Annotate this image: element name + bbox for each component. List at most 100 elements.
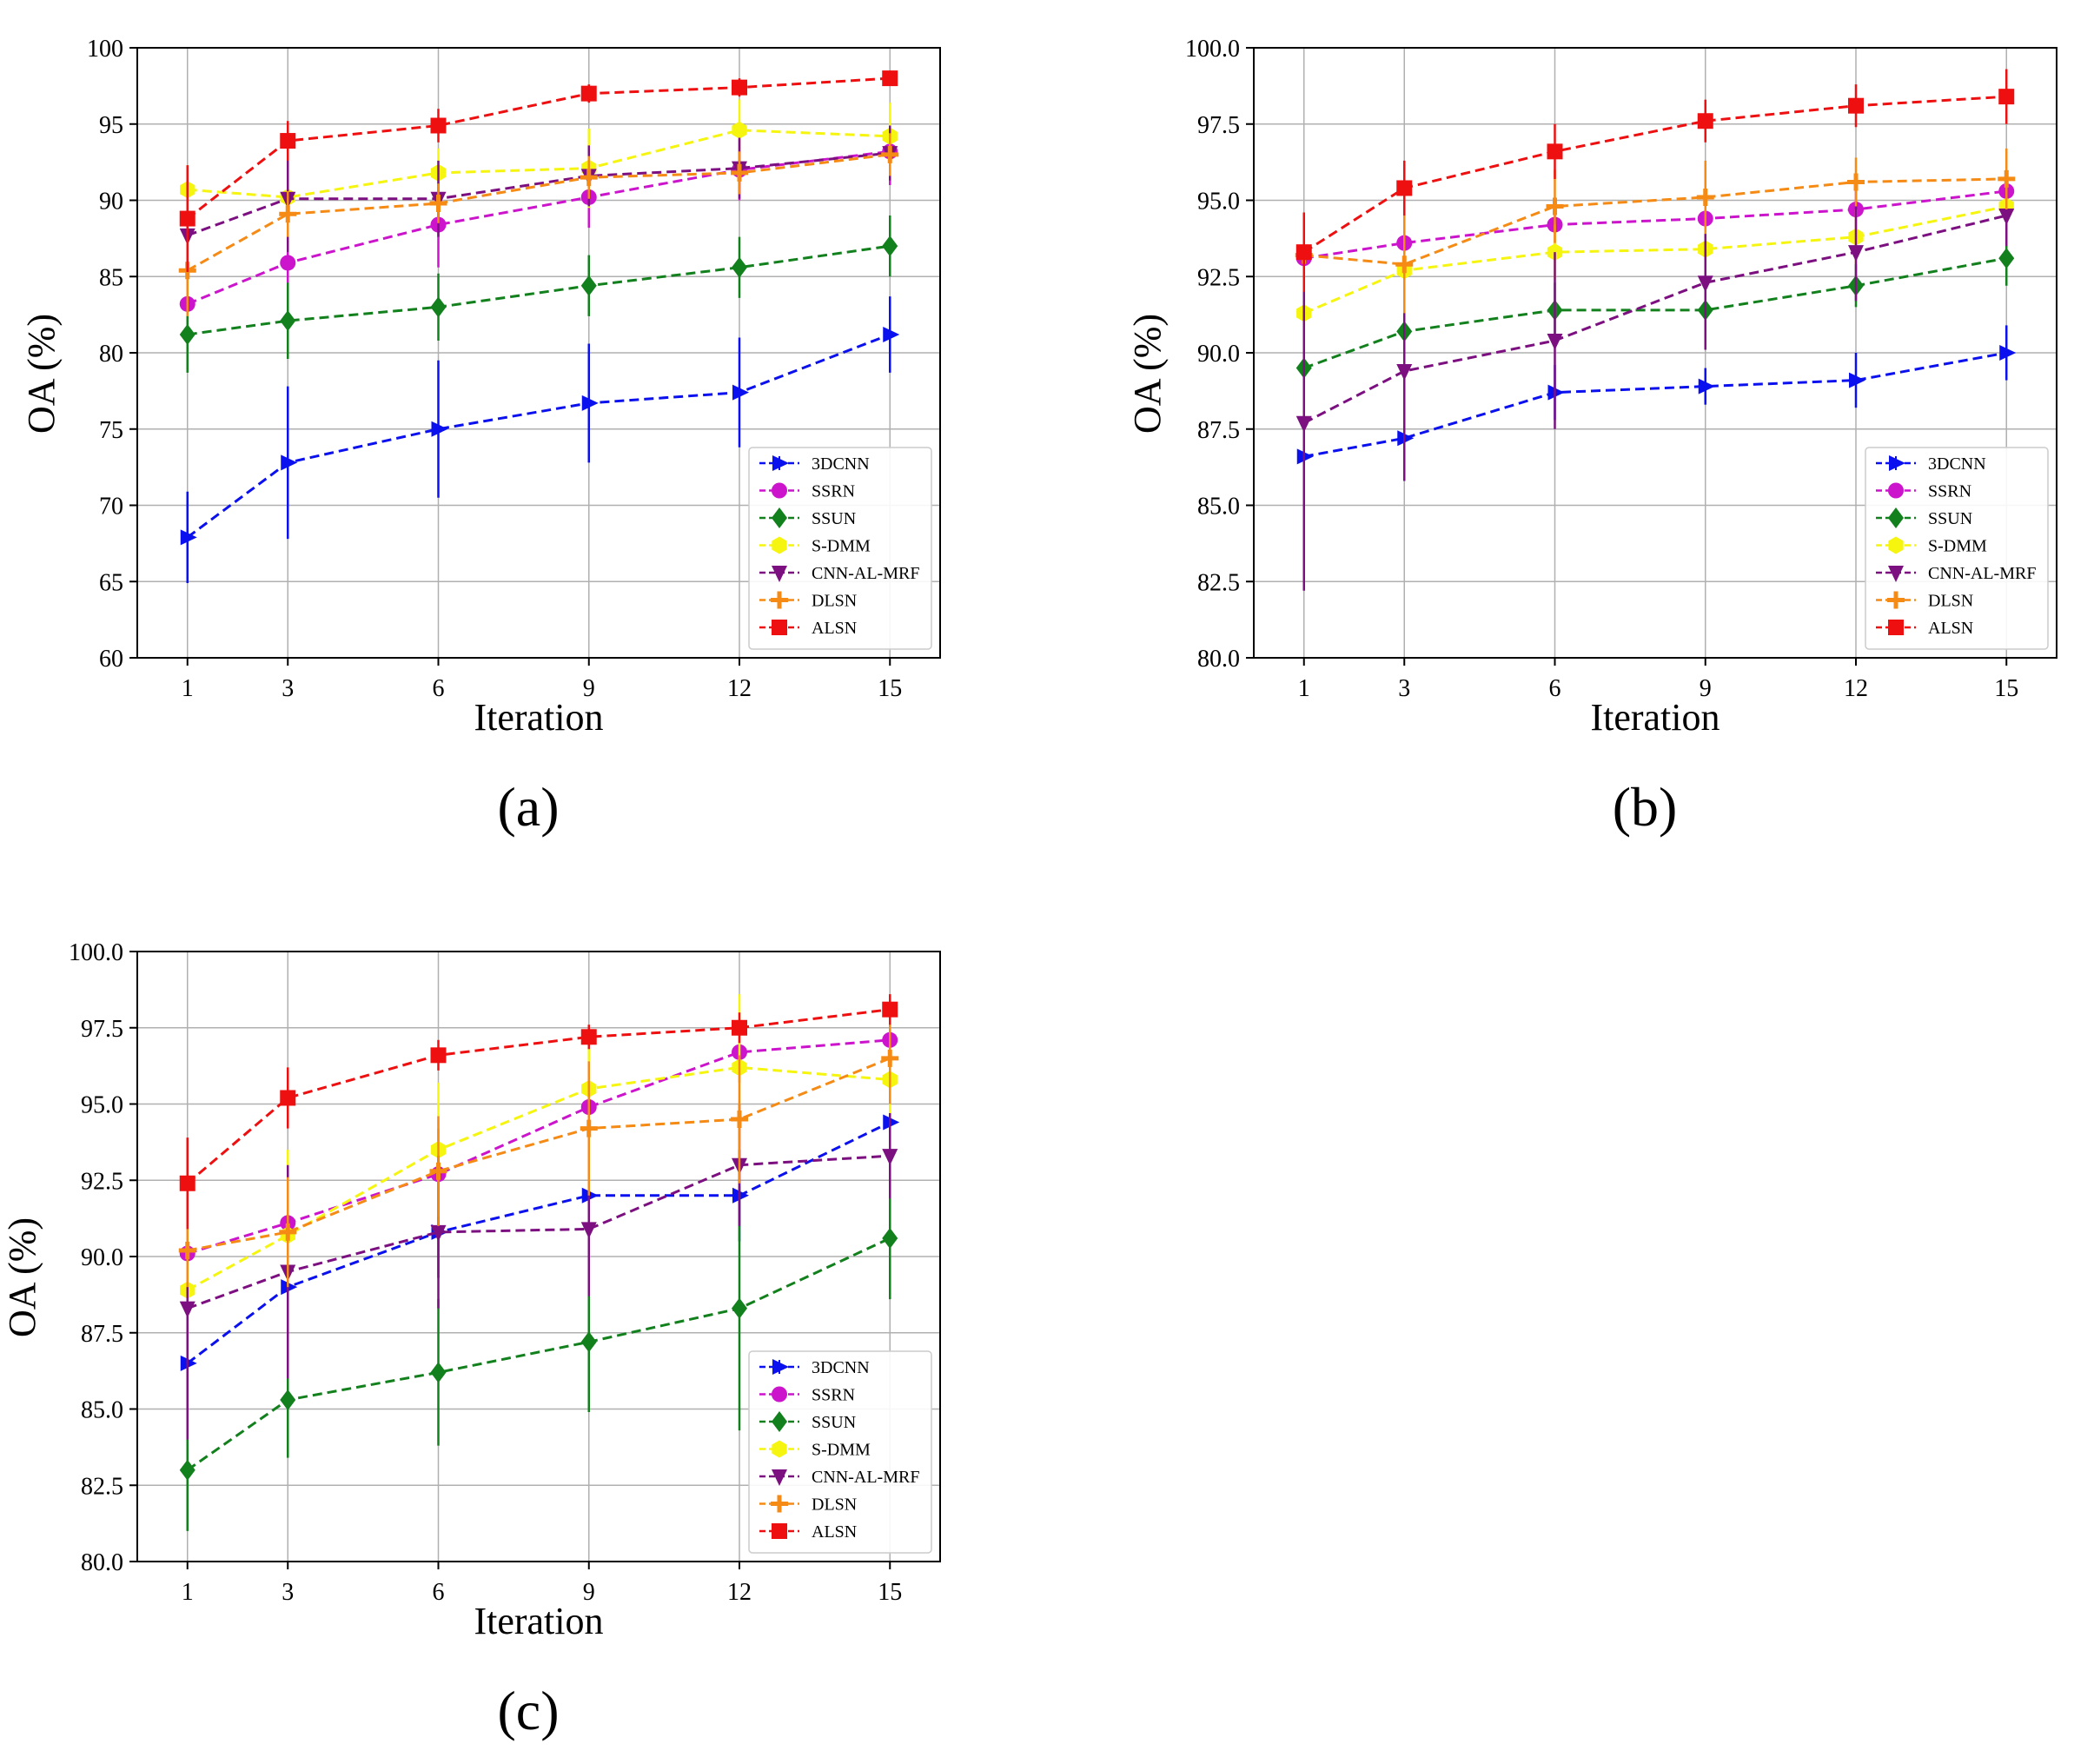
data-point [1697, 275, 1713, 293]
legend-marker [1888, 482, 1904, 499]
x-tick-label: 12 [727, 1579, 752, 1606]
legend-item-3dcnn: 3DCNN [1876, 454, 1986, 474]
y-tick-label: 80 [99, 341, 123, 368]
series-dlsn [178, 1012, 899, 1288]
y-tick-label: 95.0 [1197, 189, 1240, 216]
series-line [187, 129, 891, 199]
y-tick-label: 75 [99, 417, 123, 444]
y-tick-label: 87.5 [81, 1321, 123, 1348]
data-point [1698, 378, 1715, 395]
x-tick-label: 3 [1398, 675, 1410, 702]
legend-marker [1888, 566, 1904, 582]
data-point [1998, 169, 2016, 188]
legend-label: ALSN [812, 619, 857, 638]
data-point [180, 1355, 197, 1371]
data-point [1848, 97, 1864, 114]
legend-marker [1888, 536, 1904, 554]
data-point [179, 210, 195, 227]
series-alsn [179, 70, 898, 272]
panel-label-c: (c) [497, 1680, 559, 1741]
data-point [580, 1119, 598, 1137]
data-point [1999, 345, 2017, 361]
data-point [732, 384, 749, 401]
data-point [881, 145, 899, 163]
legend-label: CNN-AL-MRF [812, 1468, 919, 1487]
legend-item-ssrn: SSRN [1876, 482, 1971, 501]
data-point [179, 1459, 195, 1481]
legend-item-3dcnn: 3DCNN [759, 454, 870, 474]
data-point [429, 195, 447, 213]
data-point [580, 1222, 597, 1239]
y-axis-label: OA (%) [1126, 314, 1169, 434]
legend-item-s-dmm: S-DMM [759, 1440, 871, 1460]
y-tick-label: 92.5 [81, 1168, 123, 1195]
legend-item-ssrn: SSRN [759, 1386, 855, 1405]
legend-label: SSUN [812, 509, 856, 528]
data-point [882, 1001, 898, 1018]
y-tick-label: 82.5 [1197, 569, 1240, 596]
y-tick-label: 95 [99, 112, 123, 139]
y-tick-label: 100.0 [1185, 36, 1240, 63]
y-axis-label: OA (%) [1, 1217, 43, 1337]
data-point [731, 1111, 748, 1129]
data-point [281, 1279, 298, 1296]
legend-label: DLSN [812, 1495, 857, 1515]
x-tick-label: 9 [1700, 675, 1712, 702]
data-point [179, 1175, 195, 1191]
data-point [580, 85, 597, 102]
y-tick-label: 87.5 [1197, 417, 1240, 444]
legend-label: DLSN [1928, 592, 1973, 611]
legend-marker [771, 591, 788, 609]
data-point [881, 1049, 899, 1067]
series-line [187, 149, 891, 306]
series-line [186, 1237, 891, 1471]
legend-box [748, 1350, 932, 1554]
data-point [180, 529, 197, 546]
legend-item-ssun: SSUN [759, 507, 856, 528]
data-point [581, 395, 599, 411]
data-point [732, 1187, 749, 1204]
data-point [280, 133, 296, 149]
legend-item-ssrn: SSRN [759, 482, 855, 501]
series-line [1303, 205, 2007, 315]
data-point [1396, 364, 1413, 381]
legend-label: SSRN [812, 482, 855, 501]
data-point [1697, 113, 1713, 129]
series-line [187, 1065, 891, 1291]
data-point [1998, 89, 2015, 105]
series-line [187, 151, 891, 237]
data-point [882, 70, 898, 87]
data-point [280, 310, 296, 332]
legend-marker [1889, 455, 1905, 471]
data-point [1847, 173, 1865, 191]
legend-label: SSRN [812, 1386, 855, 1405]
data-point [179, 323, 195, 345]
legend-item-alsn: ALSN [759, 1522, 857, 1542]
y-tick-label: 65 [99, 569, 123, 596]
y-tick-label: 100.0 [69, 939, 123, 966]
legend-marker [772, 1411, 787, 1432]
legend-item-alsn: ALSN [1876, 619, 1973, 638]
data-point [1397, 430, 1415, 447]
series-alsn [1295, 69, 2015, 292]
legend-label: SSRN [1928, 482, 1971, 501]
legend-label: ALSN [812, 1522, 857, 1542]
series-line [186, 1008, 891, 1184]
x-tick-label: 3 [282, 1579, 294, 1606]
y-tick-label: 97.5 [81, 1016, 123, 1043]
x-tick-label: 1 [182, 1579, 194, 1606]
legend-item-s-dmm: S-DMM [759, 536, 871, 556]
series-line [187, 1038, 891, 1255]
x-tick-label: 9 [583, 675, 595, 702]
legend-marker [772, 455, 789, 471]
legend-label: S-DMM [812, 537, 871, 556]
y-tick-label: 95.0 [81, 1092, 123, 1119]
data-point [883, 326, 900, 342]
data-point [882, 1149, 898, 1166]
data-point [279, 1223, 297, 1241]
data-point [1295, 415, 1312, 433]
y-tick-label: 90 [99, 189, 123, 216]
data-point [1395, 255, 1414, 274]
data-point [882, 235, 898, 257]
